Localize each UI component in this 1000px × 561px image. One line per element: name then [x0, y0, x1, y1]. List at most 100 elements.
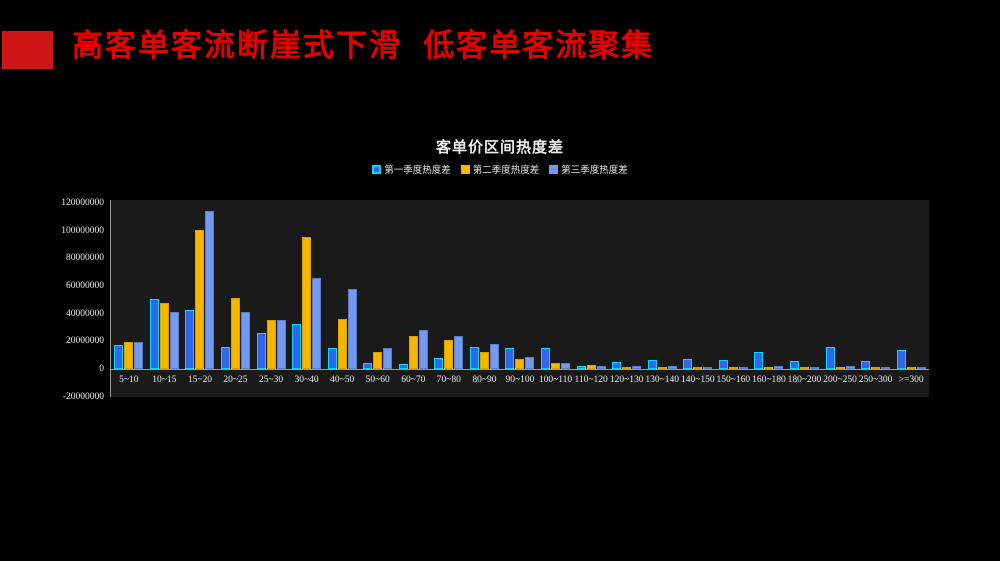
- legend-swatch-icon: [372, 164, 382, 174]
- bar-series1: [754, 352, 764, 369]
- bar-series1: [576, 366, 586, 369]
- bar-series1: [434, 358, 444, 369]
- bar-group: [751, 200, 787, 369]
- bar-series1: [220, 347, 230, 369]
- bar-series1: [718, 360, 728, 369]
- bar-series2: [551, 363, 561, 369]
- legend-label: 第三季度热度差: [561, 166, 628, 176]
- bar-series2: [302, 237, 312, 369]
- bar-group: [822, 200, 858, 369]
- bar-series2: [835, 367, 845, 369]
- x-tick-label: 15~20: [187, 375, 212, 385]
- bar-series1: [149, 299, 159, 369]
- bar-series3: [134, 342, 144, 369]
- bar-group: [716, 200, 752, 369]
- bar-series3: [809, 367, 819, 369]
- bar-group: [467, 200, 503, 369]
- x-tick-label: 40~50: [330, 375, 355, 385]
- bar-series2: [337, 319, 347, 369]
- bar-group: [182, 200, 218, 369]
- bar-series1: [114, 345, 124, 369]
- x-tick-label: 10~15: [152, 375, 177, 385]
- bar-series1: [505, 348, 515, 369]
- x-tick-label: 50~60: [365, 375, 390, 385]
- x-tick-label: 160~180: [752, 375, 786, 385]
- bar-group: [111, 200, 147, 369]
- x-tick-label: 5~10: [119, 375, 139, 385]
- bar-series3: [489, 344, 499, 369]
- bar-series1: [398, 364, 408, 369]
- bar-group: [787, 200, 823, 369]
- y-tick-label: 120000000: [61, 198, 104, 208]
- bar-series3: [240, 312, 250, 369]
- y-tick-label: 40000000: [66, 308, 104, 319]
- legend-label: 第二季度热度差: [472, 166, 540, 176]
- bar-series3: [596, 366, 606, 369]
- bar-series2: [373, 352, 383, 369]
- x-tick-label: 120~130: [609, 375, 644, 385]
- bar-series3: [276, 320, 286, 369]
- y-tick-label: 0: [99, 364, 104, 374]
- bar-series2: [408, 336, 418, 369]
- x-tick-label: 25~30: [258, 375, 284, 385]
- chart-legend: 第一季度热度差 第二季度热度差 第三季度热度差: [0, 162, 1000, 176]
- bar-group: [609, 200, 645, 369]
- x-tick-label: 140~150: [680, 375, 715, 385]
- bar-series1: [647, 360, 657, 369]
- bar-group: [644, 200, 680, 369]
- bar-series3: [205, 211, 215, 369]
- bar-series3: [667, 366, 677, 369]
- bar-series2: [906, 367, 916, 369]
- bar-series3: [881, 367, 891, 369]
- y-tick-label: 20000000: [66, 336, 104, 347]
- y-tick-label: -20000000: [62, 391, 104, 402]
- bar-series2: [159, 303, 169, 369]
- chart-title: 客单价区间热度差: [435, 140, 564, 156]
- title-accent-block: [2, 31, 53, 69]
- bar-group: [680, 200, 716, 369]
- bar-series2: [657, 367, 667, 369]
- bar-series2: [266, 320, 276, 369]
- bar-series3: [774, 366, 784, 369]
- bar-group: [538, 200, 574, 369]
- bar-series3: [738, 367, 748, 369]
- bar-series3: [525, 357, 535, 369]
- bar-group: [218, 200, 254, 369]
- slide-title: 高客单客流断崖式下滑 低客单客流聚集: [72, 28, 655, 63]
- y-tick-label: 60000000: [66, 281, 104, 291]
- bar-group: [431, 200, 467, 369]
- x-tick-label: 250~300: [858, 375, 893, 385]
- bar-series2: [479, 352, 489, 369]
- legend-item-series3: 第三季度热度差: [549, 162, 628, 176]
- legend-label: 第一季度热度差: [384, 166, 451, 176]
- bar-group: [253, 200, 289, 369]
- bar-series2: [195, 230, 205, 369]
- bar-series1: [185, 310, 195, 369]
- x-tick-label: 90~100: [505, 375, 535, 385]
- x-tick-label: >=300: [898, 375, 924, 385]
- bar-series1: [896, 350, 906, 369]
- bar-series1: [825, 347, 835, 369]
- y-tick-label: 80000000: [66, 253, 104, 264]
- bar-series2: [764, 367, 774, 369]
- bar-series1: [469, 347, 479, 369]
- bar-series2: [622, 367, 632, 369]
- x-axis-labels: 5~10 10~15 15~20 20~25 25~30 30~40 40~50 50~60 6…: [111, 372, 929, 388]
- x-tick-label: 130~140: [645, 375, 680, 385]
- bar-series3: [418, 330, 428, 369]
- bar-series3: [632, 366, 642, 369]
- bar-series3: [916, 367, 926, 369]
- bar-series1: [256, 333, 266, 369]
- bars-layer: [111, 200, 929, 369]
- bar-series2: [230, 298, 240, 369]
- bar-group: [502, 200, 538, 369]
- bar-group: [360, 200, 396, 369]
- x-tick-label: 150~160: [716, 375, 751, 385]
- bar-series1: [292, 324, 302, 369]
- bar-group: [858, 200, 894, 369]
- legend-item-series2: 第二季度热度差: [460, 162, 540, 176]
- bar-series2: [871, 367, 881, 369]
- x-tick-label: 200~250: [823, 375, 857, 385]
- bar-series2: [515, 359, 525, 369]
